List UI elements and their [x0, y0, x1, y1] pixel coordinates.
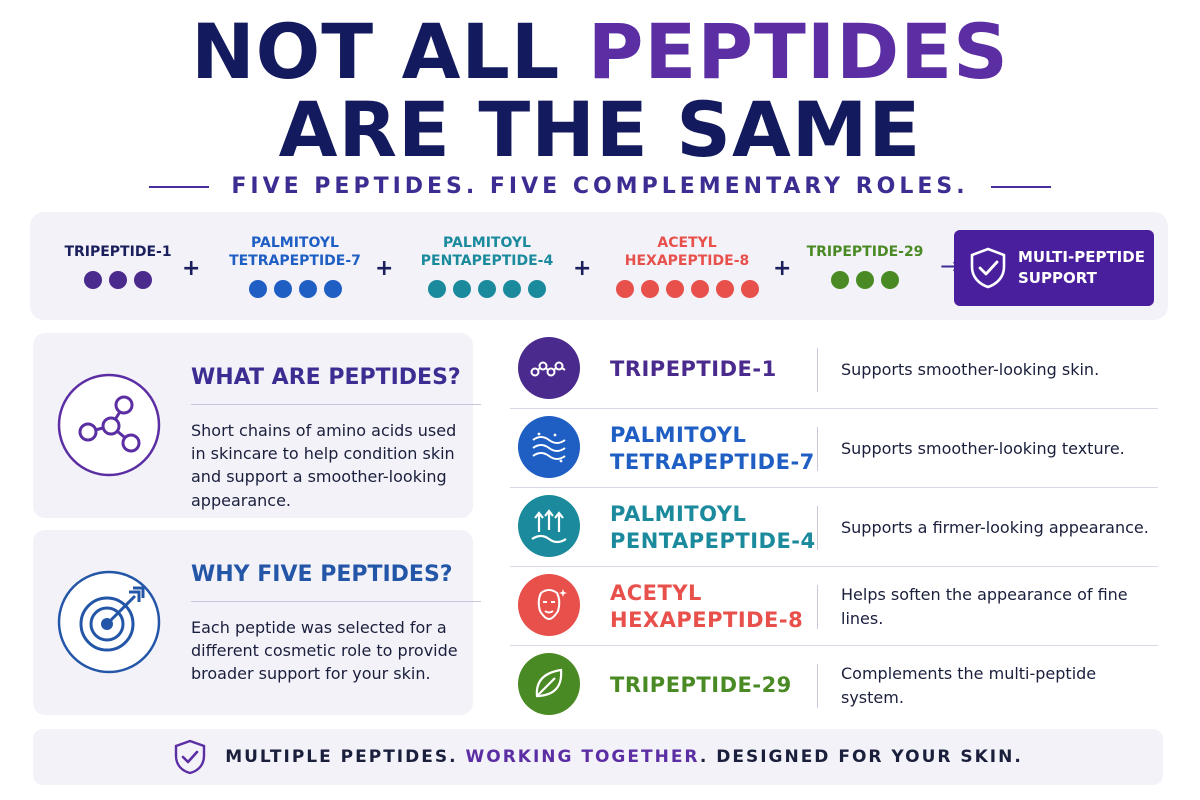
strip-dots — [84, 271, 152, 290]
strip-dots — [831, 271, 899, 290]
peptide-dot — [298, 280, 317, 299]
peptide-dot — [323, 280, 342, 299]
footer-banner: MULTIPLE PEPTIDES. WORKING TOGETHER. DES… — [33, 729, 1163, 785]
strip-peptide-4: ACETYL HEXAPEPTIDE-8 — [602, 212, 772, 320]
peptide-dot — [615, 280, 634, 299]
peptide-dot — [428, 280, 446, 299]
peptide-dot — [84, 271, 102, 290]
plus-sign: + — [773, 256, 792, 281]
strip-peptide-2: PALMITOYL TETRAPEPTIDE-7 — [210, 212, 380, 320]
peptide-row: PALMITOYL PENTAPEPTIDE-4 Supports a firme… — [510, 488, 1158, 567]
what-are-peptides-card: WHAT ARE PEPTIDES? Short chains of amino… — [33, 333, 481, 518]
card-body: Each peptide was selected for a differen… — [191, 618, 458, 684]
peptide-row-name: TRIPEPTIDE-29 — [610, 673, 792, 698]
card-divider — [191, 404, 481, 405]
peptide-strip: TRIPEPTIDE-1 + PALMITOYL TETRAPEPTIDE-7 +… — [30, 212, 1168, 320]
peptide-dot — [503, 280, 521, 299]
strip-peptide-name: PALMITOYL TETRAPEPTIDE-7 — [229, 234, 361, 269]
plus-sign: + — [182, 256, 201, 281]
subtitle: FIVE PEPTIDES. FIVE COMPLEMENTARY ROLES. — [231, 174, 969, 199]
target-icon — [57, 570, 161, 674]
peptide-row-description: Supports smoother-looking texture. — [841, 438, 1125, 458]
row-divider — [817, 348, 818, 392]
strip-peptide-1: TRIPEPTIDE-1 — [48, 212, 188, 320]
footer-text: MULTIPLE PEPTIDES. WORKING TOGETHER. DES… — [225, 747, 1023, 767]
peptide-dot — [273, 280, 292, 299]
strip-dots — [248, 280, 342, 299]
multi-peptide-support-badge: MULTI-PEPTIDE SUPPORT — [954, 230, 1154, 306]
card-divider — [191, 601, 481, 602]
peptide-dot — [881, 271, 899, 290]
strip-peptide-name: TRIPEPTIDE-29 — [806, 243, 924, 260]
subtitle-row: FIVE PEPTIDES. FIVE COMPLEMENTARY ROLES. — [0, 174, 1200, 199]
peptide-row: ACETYL HEXAPEPTIDE-8 Helps soften the app… — [510, 567, 1158, 646]
peptide-row-name: TRIPEPTIDE-1 — [610, 357, 777, 382]
row-separator — [510, 566, 1158, 567]
peptide-row-description: Supports a firmer-looking appearance. — [841, 517, 1149, 537]
face-icon — [518, 574, 580, 636]
strip-dots — [428, 280, 546, 299]
strip-peptide-5: TRIPEPTIDE-29 — [800, 212, 930, 320]
peptide-dot — [478, 280, 496, 299]
peptide-row: PALMITOYL TETRAPEPTIDE-7 Supports smoothe… — [510, 409, 1158, 488]
row-divider — [817, 506, 818, 550]
peptide-dot — [528, 280, 546, 299]
peptide-dot — [856, 271, 874, 290]
peptide-dot — [248, 280, 267, 299]
peptide-dot — [690, 280, 709, 299]
headline-accent: PEPTIDES — [587, 7, 1009, 96]
headline-line-2: ARE THE SAME — [278, 85, 922, 174]
peptide-dot — [453, 280, 471, 299]
peptide-dot — [665, 280, 684, 299]
subtitle-rule-left — [149, 185, 210, 188]
leaf-icon — [518, 653, 580, 715]
peptide-dot — [109, 271, 127, 290]
why-five-peptides-card: WHY FIVE PEPTIDES? Each peptide was sele… — [33, 530, 481, 715]
peptide-dot — [740, 280, 759, 299]
plus-sign: + — [573, 256, 592, 281]
card-title: WHY FIVE PEPTIDES? — [191, 562, 453, 587]
row-separator — [510, 487, 1158, 488]
row-divider — [817, 585, 818, 629]
lift-arrows-icon — [518, 495, 580, 557]
peptide-dot — [715, 280, 734, 299]
row-separator — [510, 408, 1158, 409]
molecule-icon — [57, 373, 161, 477]
peptide-dot — [640, 280, 659, 299]
peptide-row-name: ACETYL HEXAPEPTIDE-8 — [610, 581, 804, 632]
peptide-dot — [134, 271, 152, 290]
peptide-row-description: Complements the multi-peptide system. — [841, 664, 1097, 707]
strip-peptide-name: TRIPEPTIDE-1 — [64, 243, 172, 260]
strip-peptide-name: PALMITOYL PENTAPEPTIDE-4 — [420, 234, 554, 269]
shield-check-icon — [970, 247, 1006, 289]
headline-line-1: NOT ALL PEPTIDES — [0, 14, 1200, 90]
strip-peptide-3: PALMITOYL PENTAPEPTIDE-4 — [402, 212, 572, 320]
row-separator — [510, 645, 1158, 646]
texture-waves-icon — [518, 416, 580, 478]
strip-dots — [615, 280, 759, 299]
peptide-row: TRIPEPTIDE-29 Complements the multi-pept… — [510, 646, 1158, 725]
card-title: WHAT ARE PEPTIDES? — [191, 365, 461, 390]
headline-prefix: NOT ALL — [191, 7, 588, 96]
row-divider — [817, 427, 818, 471]
row-divider — [817, 664, 818, 708]
multi-peptide-label: MULTI-PEPTIDE SUPPORT — [1018, 248, 1145, 287]
peptide-row-description: Supports smoother-looking skin. — [841, 359, 1100, 379]
peptide-row-description: Helps soften the appearance of fine line… — [841, 585, 1128, 628]
plus-sign: + — [375, 256, 394, 281]
peptide-row-name: PALMITOYL PENTAPEPTIDE-4 — [610, 502, 816, 553]
peptide-dot — [831, 271, 849, 290]
strip-peptide-name: ACETYL HEXAPEPTIDE-8 — [624, 234, 750, 269]
peptide-row-name: PALMITOYL TETRAPEPTIDE-7 — [610, 423, 815, 474]
shield-check-icon — [174, 739, 206, 775]
peptide-row: TRIPEPTIDE-1 Supports smoother-looking s… — [510, 330, 1158, 409]
subtitle-rule-right — [990, 185, 1051, 188]
chain-icon — [518, 337, 580, 399]
card-body: Short chains of amino acids used in skin… — [191, 421, 457, 510]
